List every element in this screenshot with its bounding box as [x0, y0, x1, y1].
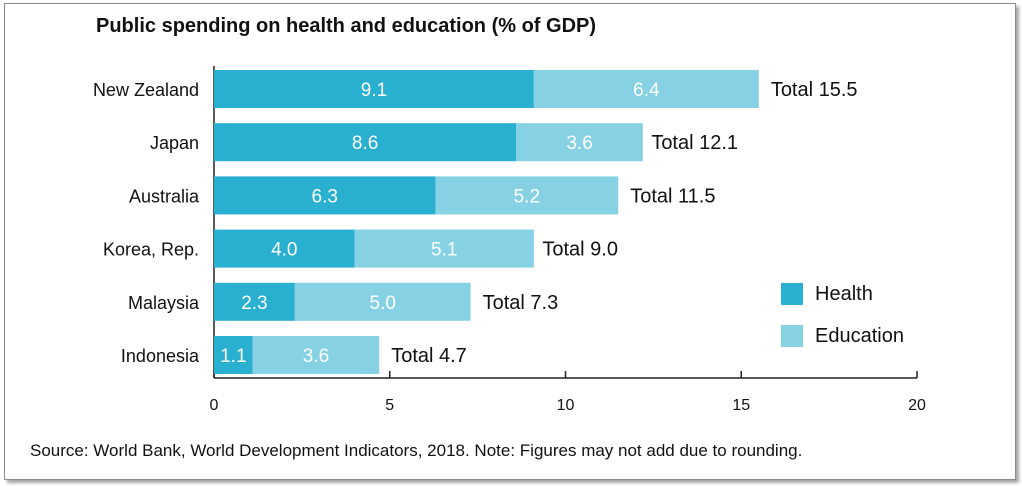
- x-tick-label: 15: [732, 397, 750, 414]
- total-label-new-zealand: Total 15.5: [771, 79, 858, 101]
- value-label-health-malaysia: 2.3: [241, 293, 267, 314]
- bar-education-indonesia: [252, 336, 380, 374]
- bar-health-new-zealand: [214, 70, 534, 108]
- legend-swatch-health: [781, 283, 803, 305]
- value-label-health-indonesia: 1.1: [220, 346, 246, 367]
- value-label-education-australia: 5.2: [514, 186, 540, 207]
- category-label-japan: Japan: [150, 133, 199, 153]
- category-label-australia: Australia: [129, 186, 200, 206]
- source-note: Source: World Bank, World Development In…: [30, 441, 803, 460]
- value-label-education-japan: 3.6: [566, 133, 592, 154]
- total-label-malaysia: Total 7.3: [483, 292, 559, 314]
- bar-education-australia: [435, 176, 619, 215]
- legend-swatch-education: [781, 325, 803, 347]
- bar-education-korea-rep: [354, 229, 534, 268]
- total-label-japan: Total 12.1: [651, 132, 738, 154]
- x-tick-label: 20: [908, 397, 926, 414]
- bar-health-korea-rep: [214, 229, 355, 268]
- bar-health-japan: [214, 123, 517, 162]
- value-label-health-japan: 8.6: [352, 133, 378, 154]
- x-tick-label: 5: [385, 397, 394, 414]
- legend-label-health: Health: [815, 283, 873, 305]
- value-label-health-australia: 6.3: [312, 186, 338, 207]
- bar-education-new-zealand: [533, 70, 759, 108]
- total-label-australia: Total 11.5: [630, 185, 715, 207]
- category-label-indonesia: Indonesia: [121, 346, 200, 366]
- bar-health-australia: [214, 176, 436, 215]
- bar-education-malaysia: [294, 282, 471, 321]
- value-label-education-korea-rep: 5.1: [431, 240, 457, 261]
- legend-label-education: Education: [815, 325, 904, 347]
- category-label-new-zealand: New Zealand: [93, 80, 199, 100]
- bar-health-indonesia: [214, 336, 253, 374]
- total-label-indonesia: Total 4.7: [391, 345, 467, 367]
- value-label-education-new-zealand: 6.4: [633, 80, 660, 101]
- bar-education-japan: [516, 123, 643, 162]
- value-label-education-indonesia: 3.6: [303, 346, 329, 367]
- chart-title: Public spending on health and education …: [96, 15, 597, 37]
- x-tick-label: 0: [210, 397, 219, 414]
- total-label-korea-rep: Total 9.0: [542, 239, 618, 261]
- value-label-education-malaysia: 5.0: [370, 293, 396, 314]
- x-tick-label: 10: [557, 397, 575, 414]
- category-label-malaysia: Malaysia: [128, 293, 200, 313]
- value-label-health-korea-rep: 4.0: [271, 240, 297, 261]
- category-label-korea-rep: Korea, Rep.: [103, 240, 199, 260]
- value-label-health-new-zealand: 9.1: [361, 80, 387, 101]
- bar-health-malaysia: [214, 282, 295, 321]
